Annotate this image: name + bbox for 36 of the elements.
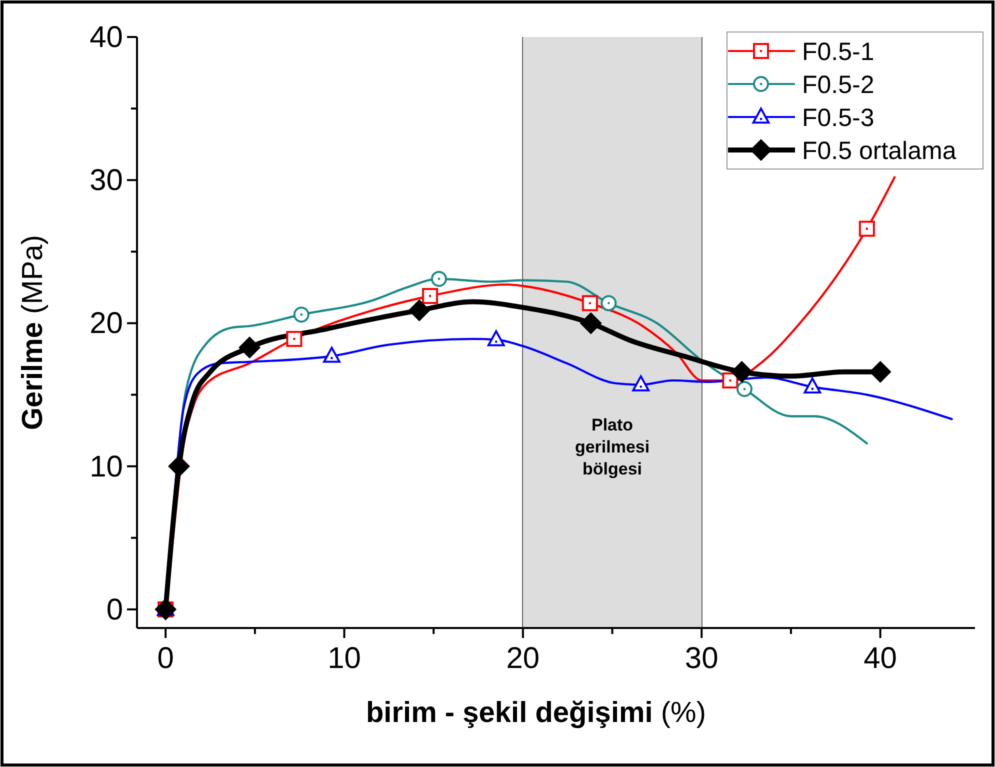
point [600, 295, 617, 312]
x-tick-label: 30 [684, 642, 718, 675]
point [154, 598, 177, 620]
y-tick-label: 10 [90, 450, 123, 484]
point [487, 330, 505, 346]
point [238, 336, 261, 359]
point [430, 270, 447, 287]
point [804, 377, 822, 394]
x-tick-label: 0 [157, 642, 174, 675]
point [582, 295, 598, 312]
point [722, 372, 738, 388]
legend-label: F0.5-1 [802, 38, 874, 66]
y-tick-label: 0 [106, 593, 123, 626]
y-tick-label: 30 [90, 164, 123, 198]
x-tick-label: 20 [506, 642, 540, 675]
point [632, 375, 650, 392]
legend-label: F0.5-2 [802, 71, 874, 99]
y-tick-label: 40 [90, 21, 123, 54]
point [323, 346, 340, 363]
point [168, 455, 190, 478]
point [858, 220, 875, 237]
point [736, 381, 753, 398]
x-axis-title: birim - şekil değişimi (%) [366, 697, 706, 729]
point [580, 312, 602, 334]
y-tick-label: 20 [90, 307, 123, 340]
band-label: Plato gerilmesi bölgesi [574, 416, 650, 479]
legend-label: F0.5 ortalama [802, 137, 956, 165]
point [293, 306, 310, 323]
legend-label: F0.5-3 [802, 104, 874, 132]
point [422, 288, 438, 304]
x-tick-label: 40 [864, 642, 897, 675]
point [408, 299, 430, 322]
y-axis-title: Gerilme (MPa) [17, 235, 49, 430]
x-tick-label: 10 [328, 642, 361, 675]
point [730, 360, 753, 383]
point [286, 330, 302, 347]
